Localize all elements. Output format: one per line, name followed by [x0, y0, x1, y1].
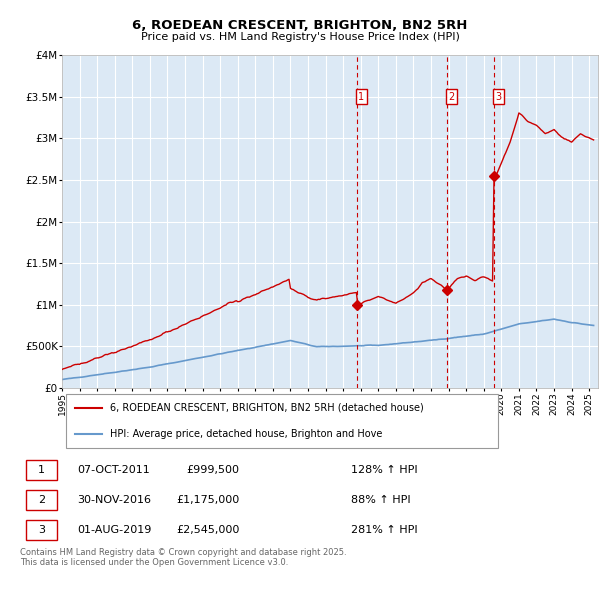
Text: 30-NOV-2016: 30-NOV-2016 [77, 495, 151, 505]
Text: 1: 1 [38, 466, 45, 476]
Text: Price paid vs. HM Land Registry's House Price Index (HPI): Price paid vs. HM Land Registry's House … [140, 32, 460, 42]
Text: HPI: Average price, detached house, Brighton and Hove: HPI: Average price, detached house, Brig… [110, 430, 383, 440]
Text: 01-AUG-2019: 01-AUG-2019 [77, 525, 151, 535]
Text: £999,500: £999,500 [187, 466, 239, 476]
Text: Contains HM Land Registry data © Crown copyright and database right 2025.
This d: Contains HM Land Registry data © Crown c… [20, 548, 347, 568]
Text: 3: 3 [38, 525, 45, 535]
Text: £1,175,000: £1,175,000 [176, 495, 239, 505]
Text: 281% ↑ HPI: 281% ↑ HPI [350, 525, 417, 535]
Text: 2: 2 [38, 495, 45, 505]
Text: 1: 1 [358, 91, 364, 101]
Text: 07-OCT-2011: 07-OCT-2011 [77, 466, 150, 476]
FancyBboxPatch shape [26, 520, 57, 540]
Text: 3: 3 [496, 91, 502, 101]
Bar [357, 55, 598, 388]
FancyBboxPatch shape [26, 490, 57, 510]
Text: 6, ROEDEAN CRESCENT, BRIGHTON, BN2 5RH (detached house): 6, ROEDEAN CRESCENT, BRIGHTON, BN2 5RH (… [110, 402, 424, 412]
Text: £2,545,000: £2,545,000 [176, 525, 239, 535]
Text: 128% ↑ HPI: 128% ↑ HPI [350, 466, 417, 476]
Text: 6, ROEDEAN CRESCENT, BRIGHTON, BN2 5RH: 6, ROEDEAN CRESCENT, BRIGHTON, BN2 5RH [133, 19, 467, 32]
Text: 88% ↑ HPI: 88% ↑ HPI [350, 495, 410, 505]
Text: 2: 2 [449, 91, 455, 101]
FancyBboxPatch shape [67, 394, 497, 448]
FancyBboxPatch shape [26, 460, 57, 480]
